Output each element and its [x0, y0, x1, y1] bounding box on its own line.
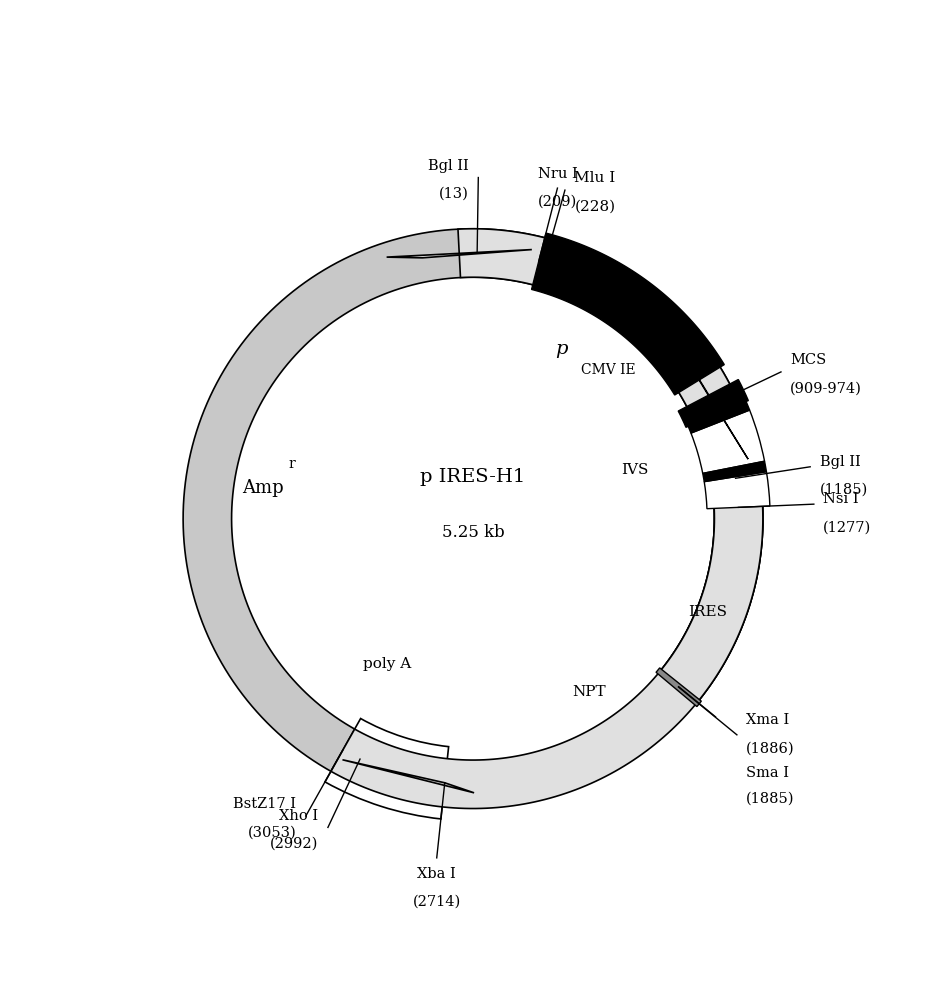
Text: Mlu I: Mlu I — [574, 171, 616, 185]
Text: p IRES-H1: p IRES-H1 — [420, 468, 526, 486]
Polygon shape — [532, 233, 725, 395]
Text: 5.25 kb: 5.25 kb — [442, 524, 504, 541]
Polygon shape — [331, 229, 762, 809]
Wedge shape — [688, 402, 749, 433]
Polygon shape — [387, 250, 532, 258]
Text: (1886): (1886) — [746, 741, 795, 755]
Text: p: p — [555, 340, 568, 358]
Wedge shape — [678, 380, 748, 427]
Text: (1885): (1885) — [746, 792, 795, 806]
Text: IRES: IRES — [688, 605, 727, 619]
Polygon shape — [342, 760, 474, 793]
Text: (909-974): (909-974) — [790, 381, 862, 395]
Text: (228): (228) — [574, 199, 616, 213]
Text: Amp: Amp — [242, 479, 284, 497]
Polygon shape — [651, 300, 748, 459]
Text: Sma I: Sma I — [746, 766, 789, 780]
Text: (2714): (2714) — [412, 895, 461, 909]
Text: IVS: IVS — [621, 463, 648, 477]
Wedge shape — [659, 506, 762, 702]
Text: MCS: MCS — [790, 353, 827, 367]
Text: NPT: NPT — [572, 685, 605, 699]
Text: (2992): (2992) — [271, 837, 319, 851]
Text: r: r — [289, 457, 295, 471]
Text: Xba I: Xba I — [417, 867, 456, 881]
Wedge shape — [691, 410, 764, 473]
Text: (3053): (3053) — [248, 825, 296, 839]
Text: Xma I: Xma I — [746, 713, 790, 727]
Wedge shape — [704, 472, 770, 509]
Text: Nsi I: Nsi I — [823, 492, 859, 506]
Text: Xho I: Xho I — [279, 809, 319, 823]
Wedge shape — [325, 719, 448, 819]
Text: (209): (209) — [538, 195, 577, 209]
Text: Nru I: Nru I — [537, 167, 577, 181]
Wedge shape — [703, 461, 766, 482]
Text: Bgl II: Bgl II — [819, 455, 860, 469]
Text: Bgl II: Bgl II — [429, 159, 469, 173]
Text: CMV IE: CMV IE — [582, 363, 636, 377]
Wedge shape — [656, 668, 701, 707]
Text: (1277): (1277) — [823, 520, 871, 534]
Text: BstZ17 I: BstZ17 I — [234, 797, 296, 811]
Text: (13): (13) — [439, 187, 469, 201]
Text: poly A: poly A — [362, 657, 411, 671]
Text: (1185): (1185) — [819, 483, 867, 497]
Polygon shape — [184, 229, 762, 800]
